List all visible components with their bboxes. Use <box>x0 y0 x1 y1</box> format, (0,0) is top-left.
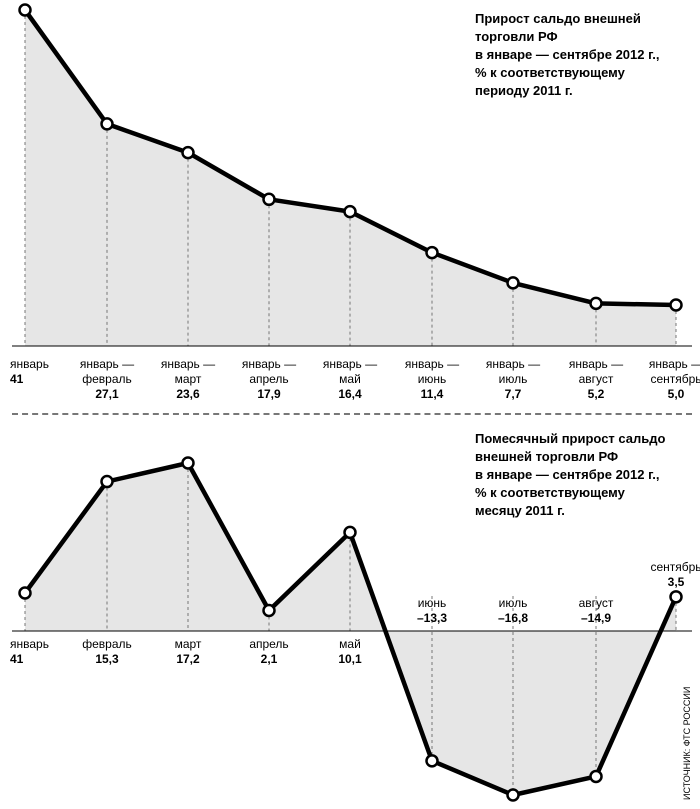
chart1-tick-label: январь — <box>161 357 215 371</box>
chart2-value-label: 10,1 <box>338 652 362 666</box>
chart1-data-point <box>18 3 32 17</box>
source-note: ИСТОЧНИК: ФТС РОССИИ <box>682 686 692 800</box>
chart2-data-point <box>343 525 357 540</box>
chart2-value-label: 2,1 <box>261 652 278 666</box>
chart1-tick-label: июнь <box>418 372 447 386</box>
chart2-value-label: –13,3 <box>417 611 447 625</box>
chart1-data-point <box>343 204 357 219</box>
chart1-value-label: 7,7 <box>505 387 522 401</box>
chart1-tick-label: январь <box>10 357 49 371</box>
chart1-tick-label: февраль <box>82 372 132 386</box>
chart1-tick-label: апрель <box>249 372 288 386</box>
chart1-value-label: 17,9 <box>257 387 281 401</box>
chart1-tick-label: март <box>175 372 202 386</box>
chart1-tick-label: май <box>339 372 361 386</box>
chart2-data-point <box>589 769 603 784</box>
chart2-value-label: 15,3 <box>95 652 119 666</box>
chart1-tick-label: январь — <box>323 357 377 371</box>
chart1-data-point <box>425 245 439 260</box>
section-divider <box>12 413 692 415</box>
chart2-data-point <box>181 456 195 470</box>
chart1-data-point <box>100 117 114 131</box>
chart2-tick-label: май <box>339 637 361 651</box>
chart2-tick-label: август <box>579 596 614 610</box>
chart2-data-point <box>262 603 276 618</box>
chart2-tick-label: июнь <box>418 596 447 610</box>
chart2-value-label: 41 <box>10 652 24 666</box>
chart1-data-point <box>181 145 195 160</box>
chart1-tick-label: январь — <box>405 357 459 371</box>
chart2-tick-label: сентябрь <box>650 560 700 574</box>
chart2-data-point <box>425 754 439 768</box>
chart1-tick-label: сентябрь <box>650 372 700 386</box>
chart2-value-label: –14,9 <box>581 611 611 625</box>
chart1-data-point <box>669 298 683 312</box>
chart1-title: Прирост сальдо внешней торговли РФ в янв… <box>475 11 660 98</box>
chart1-value-label: 16,4 <box>338 387 362 401</box>
chart1-value-label: 5,0 <box>668 387 685 401</box>
chart1-tick-label: январь — <box>80 357 134 371</box>
chart1-value-label: 23,6 <box>176 387 200 401</box>
chart2-value-label: 17,2 <box>176 652 200 666</box>
chart1-value-label: 41 <box>10 372 24 386</box>
chart1-data-point <box>589 296 603 311</box>
chart1-tick-label: январь — <box>649 357 700 371</box>
chart2-tick-label: июль <box>499 596 528 610</box>
chart1-value-label: 27,1 <box>95 387 119 401</box>
chart1-tick-label: январь — <box>242 357 296 371</box>
chart1-tick-label: январь — <box>569 357 623 371</box>
chart2-tick-label: апрель <box>249 637 288 651</box>
chart1-tick-label: июль <box>499 372 528 386</box>
chart2-value-label: –16,8 <box>498 611 528 625</box>
chart1-value-label: 5,2 <box>588 387 605 401</box>
chart2-data-point <box>506 788 520 802</box>
chart1-tick-label: январь — <box>486 357 540 371</box>
chart1-data-point <box>262 192 276 207</box>
chart2-tick-label: февраль <box>82 637 132 651</box>
chart2-value-label: 3,5 <box>668 575 685 589</box>
chart2-data-point <box>18 586 32 600</box>
chart2-data-point <box>100 474 114 489</box>
chart2-tick-label: январь <box>10 637 49 651</box>
chart1-tick-label: август <box>579 372 614 386</box>
chart2-title: Помесячный прирост сальдо внешней торгов… <box>475 431 666 518</box>
chart2-tick-label: март <box>175 637 202 651</box>
chart1-value-label: 11,4 <box>421 387 444 401</box>
chart1-data-point <box>506 276 520 290</box>
chart2-data-point <box>669 590 683 604</box>
